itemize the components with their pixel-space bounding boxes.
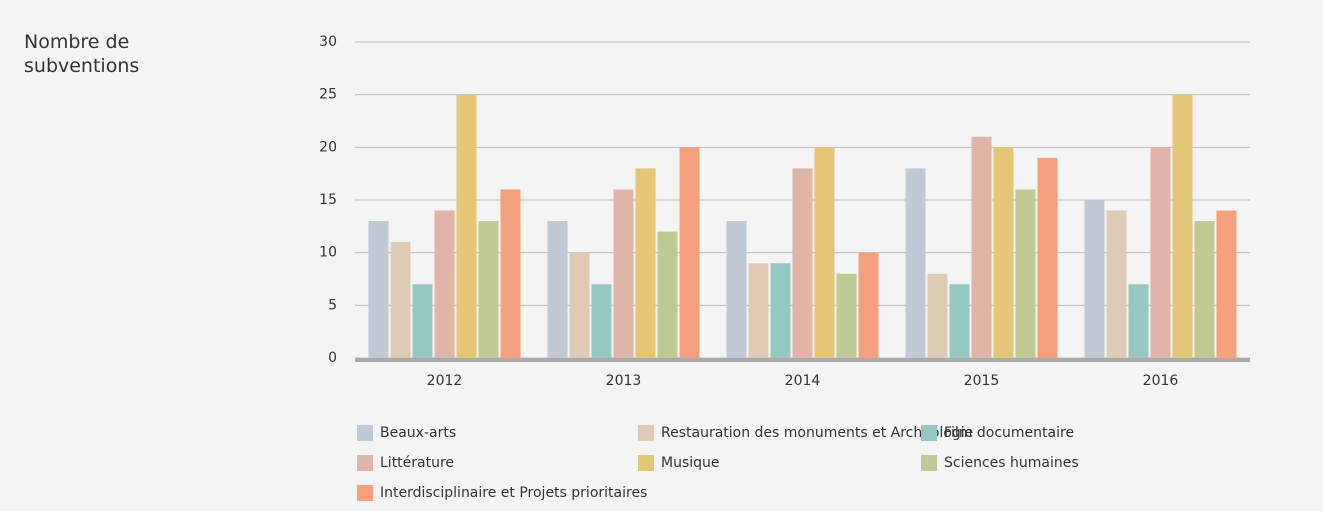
bar	[1015, 189, 1036, 358]
bar	[1084, 200, 1105, 358]
x-tick-label: 2013	[606, 373, 642, 389]
legend-label: Film documentaire	[944, 425, 1074, 441]
bar	[1128, 284, 1149, 358]
y-tick-label: 20	[319, 139, 337, 155]
y-tick-label: 5	[328, 297, 337, 313]
legend-swatch	[357, 485, 373, 501]
legend-label: Restauration des monuments et Archéologi…	[661, 425, 973, 441]
bar	[748, 263, 769, 358]
bar	[770, 263, 791, 358]
bar	[456, 94, 477, 359]
x-axis	[355, 358, 1250, 362]
bar	[1106, 210, 1127, 358]
legend-swatch	[357, 425, 373, 441]
y-tick-label: 0	[328, 350, 337, 366]
bar	[412, 284, 433, 358]
bar	[613, 189, 634, 358]
legend-swatch	[921, 455, 937, 471]
bar	[1037, 157, 1058, 358]
bar	[569, 252, 590, 358]
bar	[368, 221, 389, 358]
x-tick-label: 2014	[785, 373, 821, 389]
bar	[657, 231, 678, 358]
bar	[1150, 147, 1171, 358]
x-tick-label: 2015	[964, 373, 1000, 389]
bar	[390, 242, 411, 358]
bar	[971, 136, 992, 358]
legend-swatch	[357, 455, 373, 471]
bar	[500, 189, 521, 358]
bar	[726, 221, 747, 358]
y-tick-label: 10	[319, 245, 337, 261]
legend-label: Musique	[661, 455, 720, 471]
bar	[905, 168, 926, 358]
bar	[1172, 94, 1193, 359]
legend-label: Beaux-arts	[380, 425, 456, 441]
legend-swatch	[638, 455, 654, 471]
bar	[434, 210, 455, 358]
bar	[949, 284, 970, 358]
legend-label: Littérature	[380, 455, 454, 471]
legend-label: Interdisciplinaire et Projets prioritair…	[380, 485, 647, 501]
bar	[679, 147, 700, 358]
bar	[478, 221, 499, 358]
y-axis-label: Nombre de subventions	[24, 31, 140, 77]
bar	[836, 273, 857, 358]
legend-swatch	[638, 425, 654, 441]
legend-label: Sciences humaines	[944, 455, 1079, 471]
bar	[858, 252, 879, 358]
bar	[792, 168, 813, 358]
x-tick-label: 2016	[1143, 373, 1179, 389]
bar	[591, 284, 612, 358]
bar	[635, 168, 656, 358]
bar	[814, 147, 835, 358]
legend-swatch	[921, 425, 937, 441]
y-tick-label: 30	[319, 34, 337, 50]
bar	[927, 273, 948, 358]
x-tick-label: 2012	[427, 373, 463, 389]
bar	[547, 221, 568, 358]
bar	[1216, 210, 1237, 358]
bar	[1194, 221, 1215, 358]
bar	[993, 147, 1014, 358]
y-tick-label: 15	[319, 192, 337, 208]
y-tick-label: 25	[319, 87, 337, 103]
